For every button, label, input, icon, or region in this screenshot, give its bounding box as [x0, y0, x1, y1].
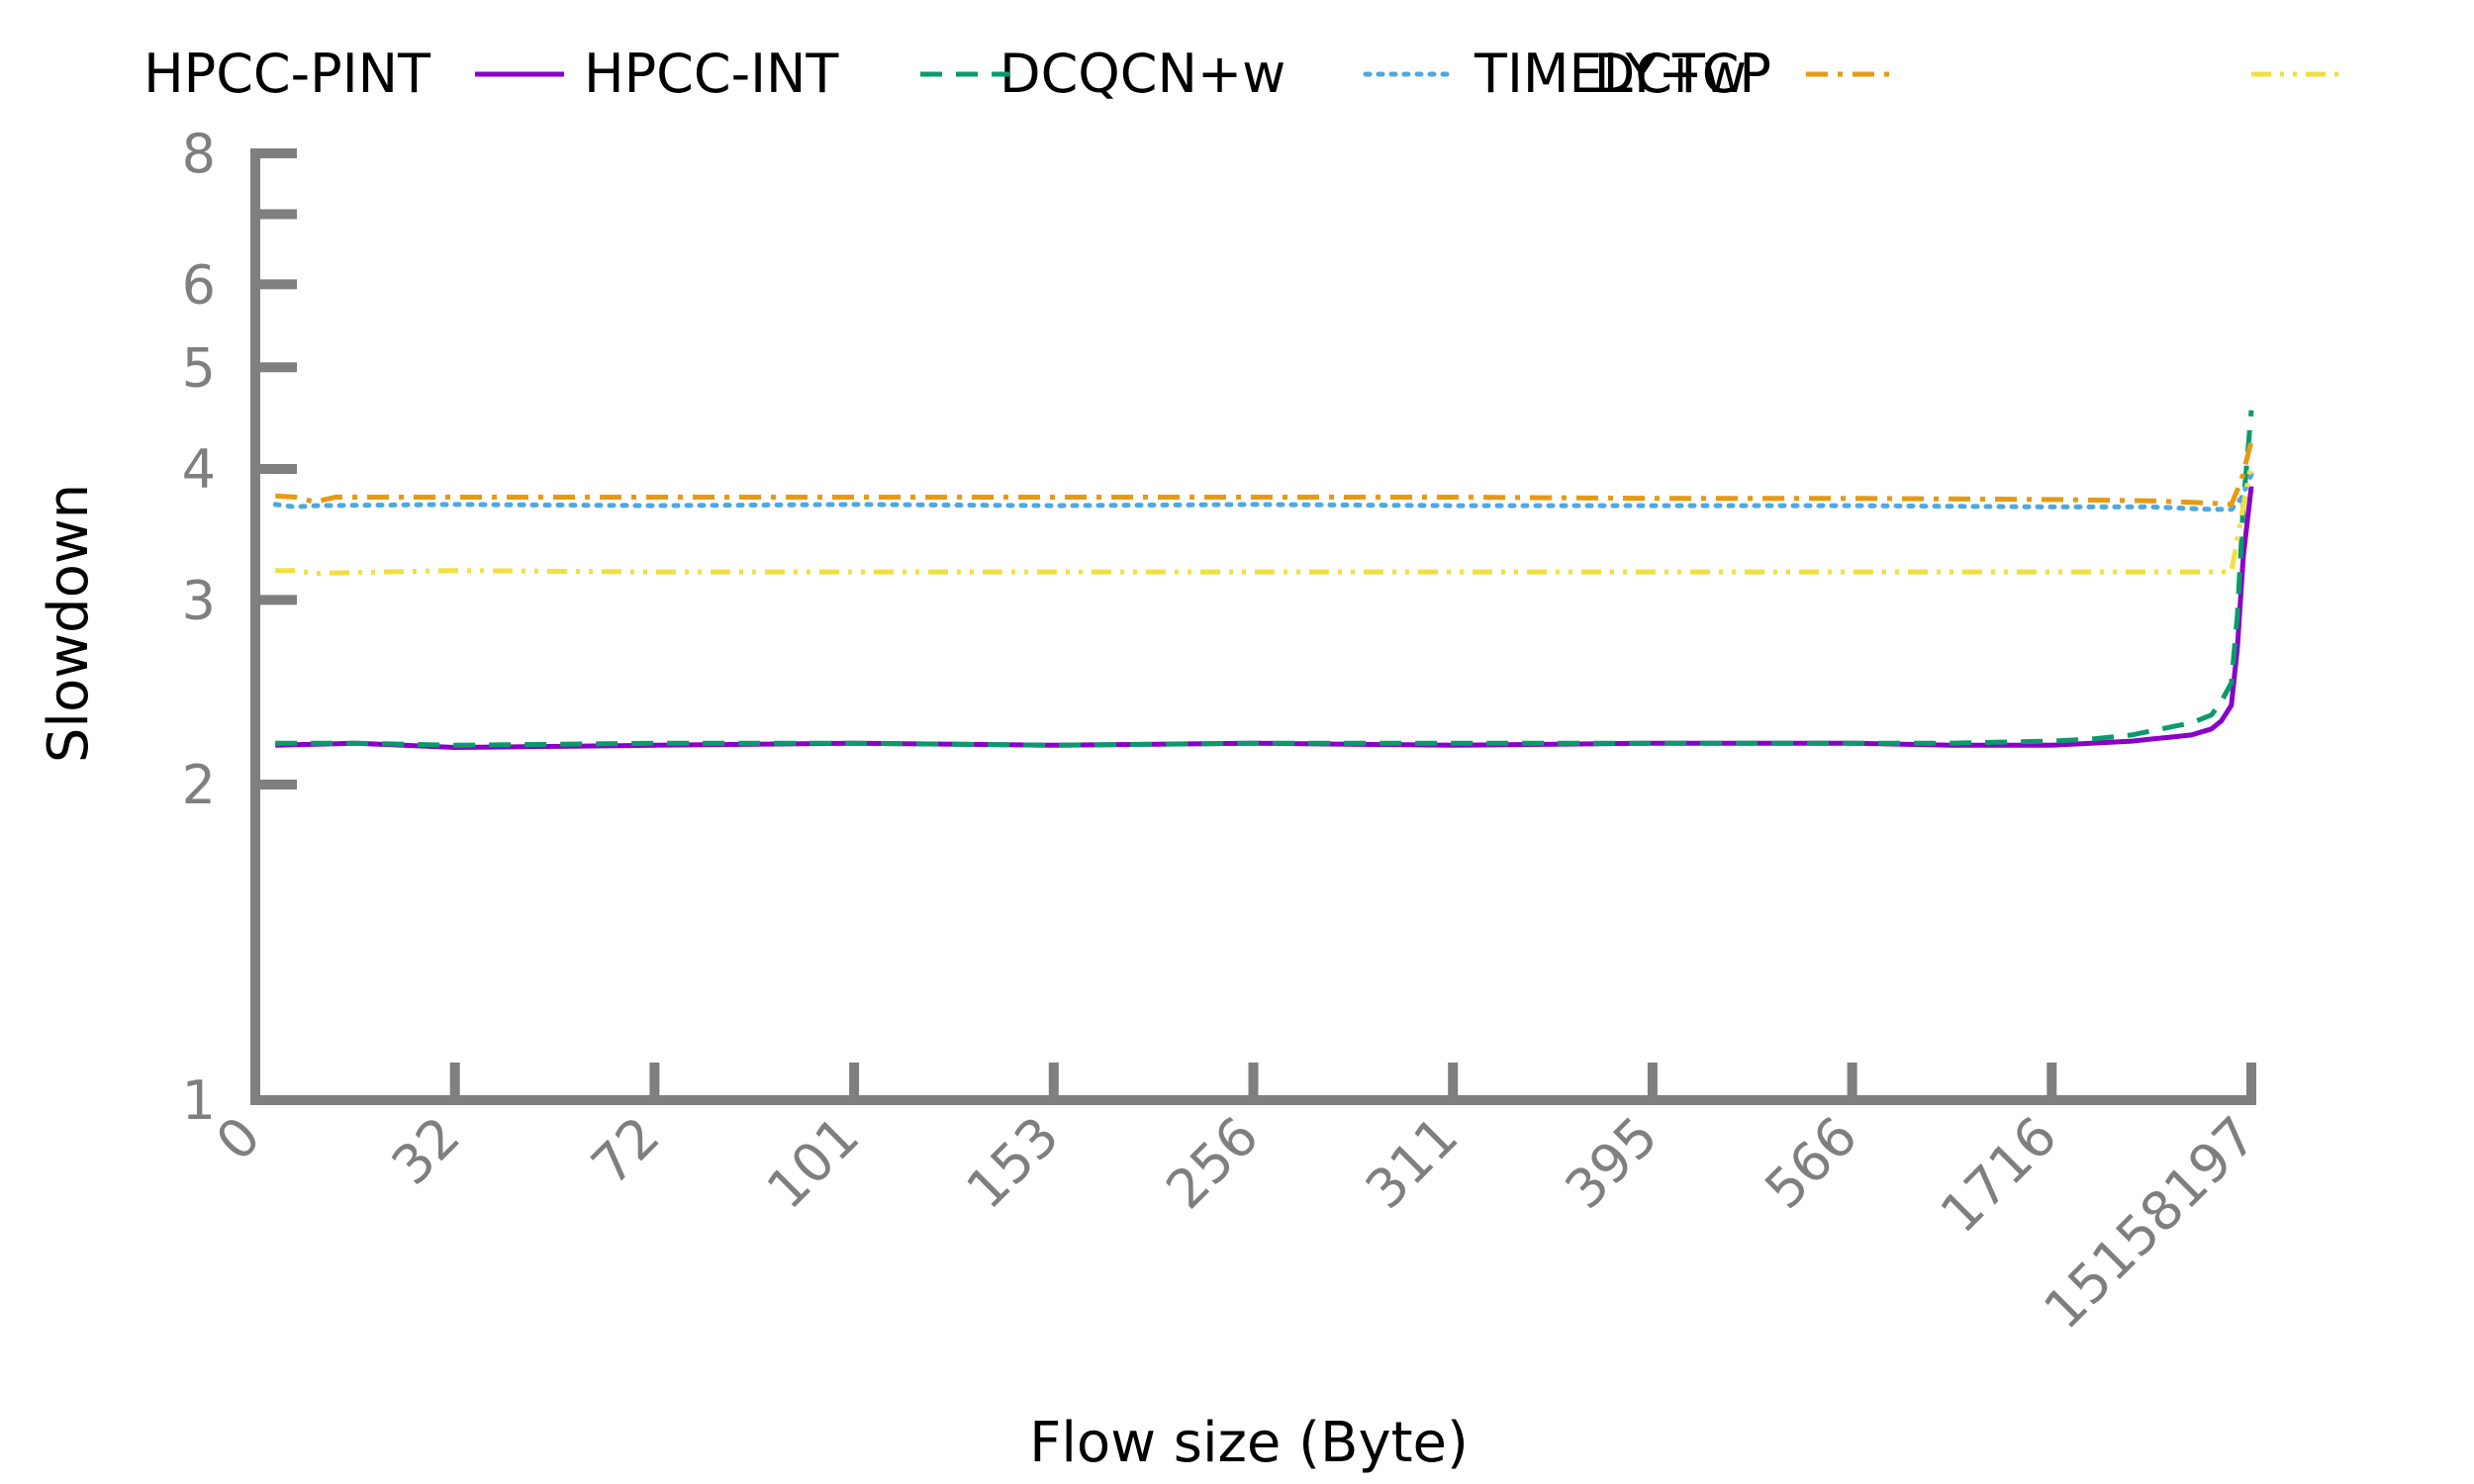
- x-tick-label: 72: [579, 1105, 671, 1197]
- y-axis-title: Slowdown: [37, 484, 101, 763]
- y-tick-label: 5: [182, 336, 216, 399]
- series-line-dctcp: [275, 440, 2254, 508]
- x-tick-label: 153: [955, 1105, 1071, 1221]
- series-line-unnamed-5: [275, 462, 2254, 577]
- legend-label: DCQCN+w: [999, 43, 1285, 105]
- series-line-hpcc-int: [275, 486, 2254, 750]
- legend-item-dctcp: DCTCP: [1594, 43, 1895, 105]
- x-tick-label: 566: [1753, 1105, 1868, 1221]
- legend-item-timely-w: TIMELY+w: [1363, 43, 1747, 105]
- legend-item-hpcc-int: HPCC-INT: [475, 43, 839, 105]
- x-tick-label: 15158197: [2032, 1105, 2268, 1342]
- series-line-dcqcn-w: [275, 410, 2254, 748]
- series-line-timely-w: [272, 472, 2254, 512]
- y-tick-label: 2: [182, 754, 216, 816]
- y-tick-label: 6: [182, 253, 216, 316]
- y-tick-label: 4: [182, 438, 216, 501]
- x-tick-label: 1716: [1929, 1105, 2069, 1246]
- legend-item-dcqcn-w: DCQCN+w: [920, 43, 1285, 105]
- legend-label: TIMELY+w: [1474, 43, 1747, 105]
- x-tick-label: 101: [755, 1105, 871, 1221]
- legend-item-hpcc-pint: HPCC-PINT: [143, 43, 431, 105]
- y-tick-label: 3: [182, 569, 216, 631]
- x-tick-label: 32: [380, 1105, 472, 1197]
- x-tick-label: 256: [1154, 1105, 1270, 1221]
- legend-label: DCTCP: [1594, 43, 1771, 105]
- x-axis-title: Flow size (Byte): [1029, 1411, 1469, 1475]
- y-tick-label: 8: [182, 123, 216, 185]
- y-tick-label: 1: [182, 1069, 216, 1132]
- plot-area: [272, 410, 2254, 750]
- legend-label: HPCC-INT: [584, 43, 839, 105]
- x-tick-label: 395: [1554, 1105, 1669, 1221]
- x-tick-label: 311: [1354, 1105, 1470, 1221]
- legend-label: HPCC-PINT: [143, 43, 431, 105]
